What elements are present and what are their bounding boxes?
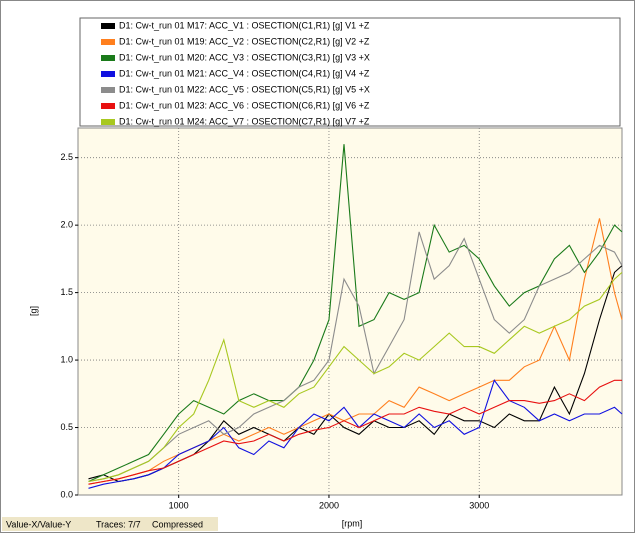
legend-label: D1: Cw-t_run 01 M17: ACC_V1 : OSECTION(C… [119,20,370,30]
legend-swatch [101,103,115,109]
plot-area [77,127,623,496]
series-line [88,379,622,485]
status-traces: Traces: 7/7 [96,519,141,529]
x-tick-label: 2000 [319,500,339,510]
legend-swatch [101,87,115,93]
legend-label: D1: Cw-t_run 01 M19: ACC_V2 : OSECTION(C… [119,36,370,46]
y-tick-label: 1.0 [60,354,73,364]
y-axis-label: [g] [28,306,38,316]
x-axis-label: [rpm] [342,518,363,528]
status-compressed: Compressed [152,519,203,529]
legend-label: D1: Cw-t_run 01 M22: ACC_V5 : OSECTION(C… [119,84,370,94]
x-tick-label: 3000 [469,500,489,510]
legend-box [79,17,621,127]
series-line [88,231,623,483]
legend-swatch [101,119,115,125]
status-bar [2,517,218,531]
legend-label: D1: Cw-t_run 01 M20: ACC_V3 : OSECTION(C… [119,52,370,62]
legend-swatch [101,71,115,77]
y-tick-label: 0.0 [60,489,73,499]
y-tick-label: 2.0 [60,220,73,230]
series-line [88,271,623,483]
legend-label: D1: Cw-t_run 01 M23: ACC_V6 : OSECTION(C… [119,100,370,110]
y-tick-label: 2.5 [60,152,73,162]
y-tick-label: 1.5 [60,287,73,297]
legend-swatch [101,39,115,45]
legend-swatch [101,23,115,29]
legend-label: D1: Cw-t_run 01 M21: ACC_V4 : OSECTION(C… [119,68,370,78]
x-tick-label: 1000 [169,500,189,510]
legend-swatch [101,55,115,61]
legend-label: D1: Cw-t_run 01 M24: ACC_V7 : OSECTION(C… [119,116,370,126]
status-mode: Value-X/Value-Y [6,519,71,529]
y-tick-label: 0.5 [60,422,73,432]
